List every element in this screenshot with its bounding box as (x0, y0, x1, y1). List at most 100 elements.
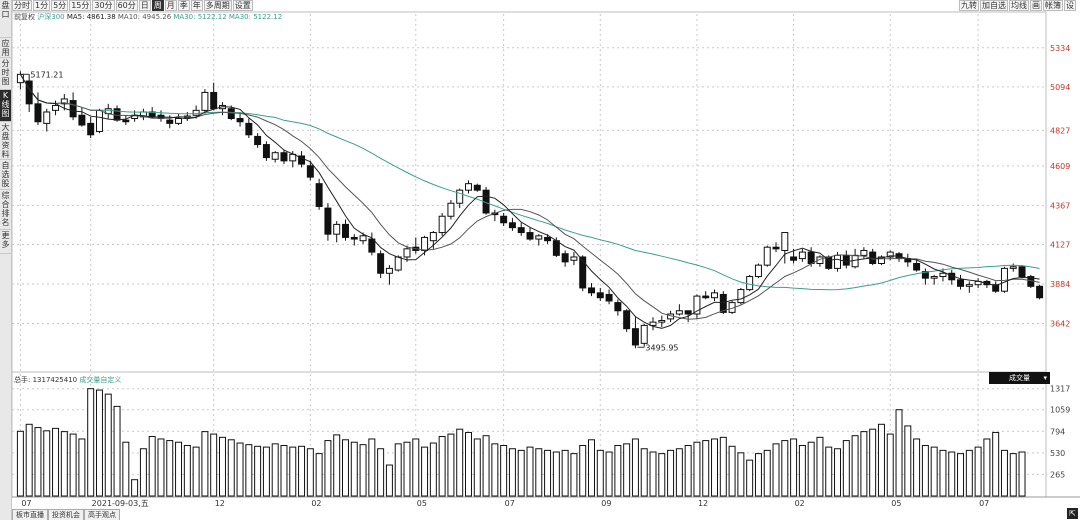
candle-down (1036, 285, 1044, 299)
volume-bar (210, 433, 218, 497)
volume-bar (886, 433, 894, 497)
price-tick-label: 4367 (1050, 201, 1070, 210)
volume-tick-label: 1317 (1050, 385, 1070, 394)
period-tab-12[interactable]: 设置 (232, 0, 253, 11)
bottom-tab-2[interactable]: 高手观点 (84, 509, 120, 520)
right-tool-0[interactable]: 九转 (959, 0, 979, 11)
pin-icon[interactable]: ⇱ (1067, 508, 1078, 519)
left-tab-6[interactable]: 综合排名 (0, 190, 11, 230)
period-tab-0[interactable]: 分时 (12, 0, 32, 11)
volume-bar (104, 393, 112, 497)
candle-up (930, 276, 938, 279)
volume-bar (895, 409, 903, 497)
candle-up (570, 256, 578, 261)
left-tab-5[interactable]: 自选股 (0, 161, 11, 190)
candle-down (992, 284, 1000, 292)
volume-bar (992, 431, 1000, 497)
left-tab-0[interactable]: 盘口 (0, 0, 11, 38)
period-tab-11[interactable]: 多周期 (203, 0, 232, 11)
right-tool-2[interactable]: 均线 (1009, 0, 1029, 11)
left-tab-1[interactable]: 应用 (0, 39, 11, 58)
candle-up (886, 251, 894, 258)
volume-bar (658, 453, 666, 497)
period-tab-7[interactable]: 周 (151, 0, 164, 11)
right-tool-1[interactable]: 加自选 (980, 0, 1008, 11)
left-tab-3[interactable]: K线图 (0, 90, 11, 122)
left-tab-7[interactable]: 更多 (0, 230, 11, 254)
volume-bar (772, 443, 780, 497)
volume-bar (341, 439, 349, 497)
volume-bar (429, 442, 437, 497)
volume-bar (921, 444, 929, 497)
volume-bar (851, 435, 859, 497)
volume-bar (552, 451, 560, 497)
candle-down (227, 108, 235, 119)
period-tab-8[interactable]: 月 (164, 0, 177, 11)
candle-down (842, 254, 850, 266)
candle-up (456, 189, 464, 204)
period-tab-6[interactable]: 日 (138, 0, 151, 11)
candle-down (368, 238, 376, 253)
volume-bar (403, 441, 411, 497)
candle-up (52, 104, 60, 111)
candle-up (359, 235, 367, 242)
period-tab-4[interactable]: 30分 (92, 0, 115, 11)
bottom-tab-1[interactable]: 投资机会 (48, 509, 84, 520)
right-tool-3[interactable]: 画 (1030, 0, 1042, 11)
volume-bar (877, 423, 885, 497)
volume-bar (816, 436, 824, 497)
legend-adjust-label: 前复权 (14, 13, 35, 21)
volume-bar (447, 433, 455, 497)
bottom-tab-0[interactable]: 板市直播 (12, 509, 48, 520)
candle-up (394, 256, 402, 271)
left-tab-2[interactable]: 分时图 (0, 58, 11, 90)
period-tab-9[interactable]: 季 (177, 0, 190, 11)
period-tab-10[interactable]: 年 (190, 0, 203, 11)
right-tool-4[interactable]: 帐簿 (1043, 0, 1063, 11)
candle-down (623, 310, 631, 330)
candle-down (280, 152, 288, 162)
candle-up (763, 246, 771, 266)
volume-bar (473, 438, 481, 497)
volume-bar (798, 444, 806, 497)
volume-bar (869, 428, 877, 497)
candle-up (649, 321, 657, 326)
candle-up (438, 215, 446, 234)
candle-down (517, 227, 525, 234)
period-tab-5[interactable]: 60分 (115, 0, 138, 11)
period-tab-2[interactable]: 5分 (51, 0, 69, 11)
volume-bar (350, 441, 358, 497)
volume-bar (236, 442, 244, 497)
volume-bar (570, 453, 578, 497)
ma-legend: 前复权 沪深300 MA5: 4861.38 MA10: 4945.26 MA3… (14, 12, 282, 22)
candle-down (552, 240, 560, 256)
right-tool-5[interactable]: 设 (1064, 0, 1076, 11)
volume-indicator-select[interactable]: 成交量 ▾ (989, 372, 1050, 384)
volume-bar (588, 439, 595, 497)
legend-ma10: MA10: 4945.26 (117, 13, 172, 21)
price-tick-label: 3884 (1050, 280, 1070, 289)
x-tick-label: 12 (215, 499, 225, 508)
candle-down (298, 155, 306, 165)
volume-bar (965, 449, 973, 497)
candle-up (965, 284, 973, 287)
candle-down (772, 246, 780, 250)
candle-down (500, 215, 508, 224)
left-tab-4[interactable]: 大盘资料 (0, 123, 11, 160)
price-tick-label: 4827 (1050, 126, 1070, 135)
volume-bar (939, 449, 947, 497)
volume-bar (438, 436, 446, 497)
period-tab-3[interactable]: 15分 (69, 0, 92, 11)
candle-up (781, 232, 789, 251)
volume-bar (807, 441, 815, 497)
period-tab-1[interactable]: 1分 (33, 0, 51, 11)
volume-bar (34, 427, 42, 497)
volume-bar (640, 448, 648, 497)
candle-up (939, 272, 947, 278)
x-tick-label: 12 (698, 499, 708, 508)
candle-up (798, 251, 806, 260)
candle-down (350, 236, 358, 240)
volume-setting-link[interactable]: 成交量自定义 (79, 376, 122, 384)
volume-bar (271, 443, 279, 497)
